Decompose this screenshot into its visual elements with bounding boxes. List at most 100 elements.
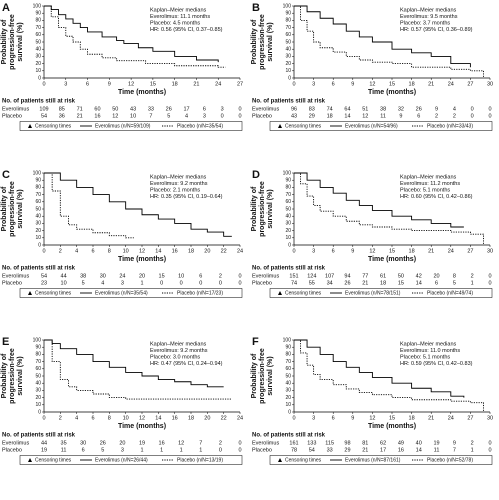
legend-label: Placebo (n/N=33/43) <box>427 123 473 129</box>
survival-curve <box>294 172 464 228</box>
legend-censor-marker <box>28 458 32 462</box>
risk-title: No. of patients still at risk <box>2 433 76 439</box>
y-tick-label: 90 <box>285 178 291 184</box>
survival-curve <box>44 339 224 388</box>
y-tick-label: 0 <box>38 75 41 81</box>
risk-count: 6 <box>203 106 206 112</box>
x-tick-label: 27 <box>467 248 473 254</box>
y-tick-label: 60 <box>35 366 41 372</box>
risk-row-name: Placebo <box>2 113 22 119</box>
annotation: Placebo: 5.1 months <box>400 187 450 193</box>
y-tick-label: 30 <box>285 221 291 227</box>
x-tick-label: 24 <box>448 415 454 421</box>
x-tick-label: 18 <box>409 248 415 254</box>
risk-count: 6 <box>82 447 85 453</box>
legend-label: Everolimus (n/N=78/151) <box>345 290 401 296</box>
risk-count: 10 <box>178 273 184 279</box>
y-tick-label: 80 <box>285 18 291 24</box>
y-axis-label: Probability ofprogression-freesurvival (… <box>1 181 24 237</box>
y-tick-label: 10 <box>35 235 41 241</box>
y-tick-label: 50 <box>285 39 291 45</box>
risk-count: 54 <box>41 113 47 119</box>
legend-box <box>269 455 493 465</box>
y-tick-label: 80 <box>285 352 291 358</box>
legend-box <box>269 121 493 131</box>
risk-count: 30 <box>80 440 86 446</box>
x-tick-label: 12 <box>369 81 375 87</box>
y-tick-label: 10 <box>285 235 291 241</box>
risk-count: 15 <box>398 280 404 286</box>
panel-letter: E <box>2 336 9 348</box>
annotation: Placebo: 3.7 months <box>400 20 450 26</box>
x-tick-label: 18 <box>409 81 415 87</box>
annotation: HR: 0.59 (95% CI, 0.42–0.83) <box>400 361 473 367</box>
panel-letter: D <box>252 169 260 181</box>
annotation: Kaplan–Meier medians <box>400 174 457 180</box>
risk-count: 12 <box>178 440 184 446</box>
risk-count: 26 <box>166 106 172 112</box>
y-tick-label: 40 <box>285 47 291 53</box>
x-tick-label: 24 <box>448 81 454 87</box>
risk-count: 1 <box>160 447 163 453</box>
risk-count: 3 <box>121 280 124 286</box>
y-tick-label: 90 <box>285 11 291 17</box>
panel-letter: F <box>252 336 259 348</box>
risk-title: No. of patients still at risk <box>252 266 326 272</box>
panel-letter: C <box>2 169 10 181</box>
y-tick-label: 70 <box>35 25 41 31</box>
risk-count: 32 <box>398 106 404 112</box>
x-axis-label: Time (months) <box>368 423 416 430</box>
risk-count: 23 <box>41 280 47 286</box>
x-tick-label: 12 <box>139 415 145 421</box>
risk-count: 124 <box>307 273 316 279</box>
y-tick-label: 60 <box>285 32 291 38</box>
x-tick-label: 0 <box>42 81 45 87</box>
x-tick-label: 14 <box>155 415 161 421</box>
annotation: Everolimus: 11.2 months <box>400 181 460 187</box>
x-tick-label: 27 <box>467 415 473 421</box>
legend-censor-marker <box>28 124 32 128</box>
y-tick-label: 40 <box>35 47 41 53</box>
risk-count: 8 <box>453 273 456 279</box>
risk-count: 0 <box>471 106 474 112</box>
risk-count: 1 <box>471 447 474 453</box>
survival-curve <box>44 172 232 237</box>
risk-row-name: Everolimus <box>2 273 29 279</box>
y-axis-label-line: survival (%) <box>267 22 274 61</box>
annotation: Placebo: 4.5 months <box>150 20 200 26</box>
risk-count: 115 <box>325 440 334 446</box>
risk-count: 0 <box>238 447 241 453</box>
annotation: HR: 0.56 (95% CI, 0.37–0.85) <box>150 27 223 33</box>
y-tick-label: 20 <box>285 395 291 401</box>
annotation: Kaplan–Meier medians <box>150 7 207 13</box>
y-tick-label: 30 <box>35 388 41 394</box>
y-tick-label: 40 <box>35 214 41 220</box>
legend-label: Censoring times <box>285 123 322 129</box>
x-tick-label: 0 <box>292 81 295 87</box>
risk-count: 43 <box>130 106 136 112</box>
y-tick-label: 70 <box>35 192 41 198</box>
y-axis-label-line: progression-free <box>9 14 16 70</box>
x-tick-label: 6 <box>332 81 335 87</box>
risk-count: 0 <box>488 440 491 446</box>
risk-count: 2 <box>219 440 222 446</box>
x-tick-label: 14 <box>155 248 161 254</box>
annotation: Everolimus: 11.0 months <box>400 348 460 354</box>
x-tick-label: 0 <box>292 248 295 254</box>
risk-count: 40 <box>416 440 422 446</box>
risk-count: 9 <box>435 106 438 112</box>
y-tick-label: 20 <box>35 61 41 67</box>
risk-count: 16 <box>159 440 165 446</box>
risk-count: 107 <box>325 273 334 279</box>
y-tick-label: 90 <box>35 178 41 184</box>
risk-count: 54 <box>309 447 315 453</box>
y-tick-label: 10 <box>35 68 41 74</box>
risk-count: 54 <box>41 273 47 279</box>
risk-count: 7 <box>199 440 202 446</box>
y-axis-label-line: progression-free <box>259 181 266 237</box>
x-tick-label: 6 <box>91 248 94 254</box>
panel-letter: A <box>2 2 10 14</box>
x-tick-label: 18 <box>172 81 178 87</box>
x-tick-label: 18 <box>409 415 415 421</box>
